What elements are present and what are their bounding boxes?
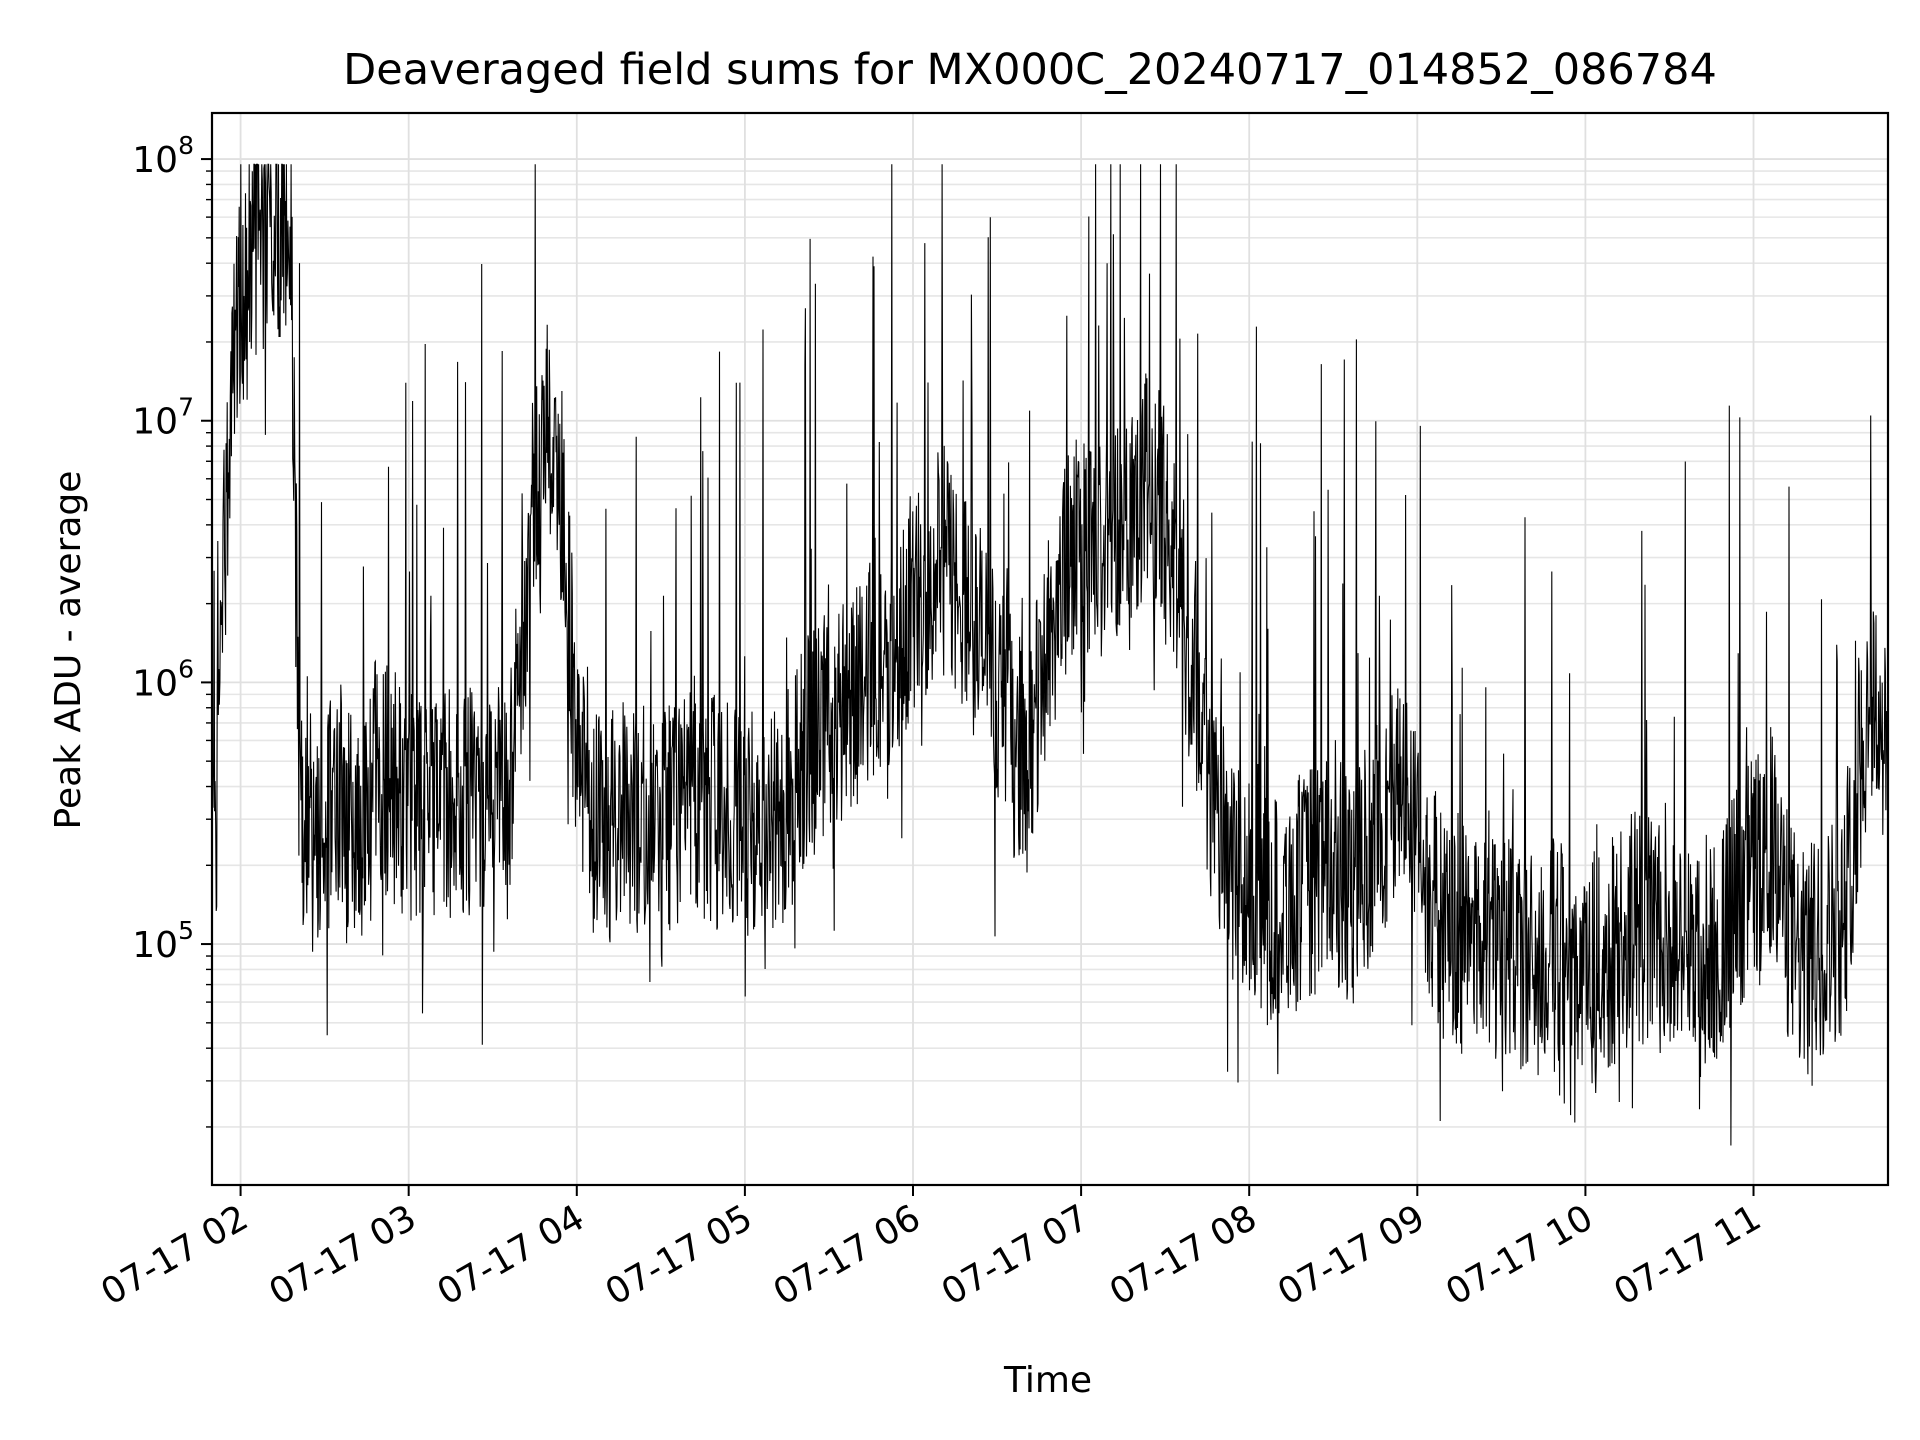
- x-tick-label: 07-17 11: [1607, 1197, 1768, 1313]
- data-series: [211, 163, 1889, 1146]
- x-tick-label: 07-17 06: [767, 1197, 928, 1313]
- y-tick-base: 10: [132, 140, 178, 181]
- x-tick-label: 07-17 10: [1439, 1197, 1600, 1313]
- x-tick-label: 07-17 05: [599, 1197, 760, 1313]
- y-tick-exponent: 6: [178, 654, 194, 683]
- x-axis-label: Time: [1003, 1360, 1092, 1401]
- y-tick-label: 107: [132, 393, 194, 443]
- x-axis: 07-17 02 07-17 03 07-17 04 07-17 05 07-17 06…: [94, 1185, 1768, 1314]
- y-tick-label: 105: [132, 916, 194, 966]
- plot-frame: [210, 111, 1890, 1187]
- y-tick-exponent: 8: [178, 131, 194, 160]
- x-tick-label: 07-17 09: [1271, 1197, 1432, 1313]
- x-tick-label: 07-17 04: [431, 1197, 592, 1313]
- y-tick-exponent: 7: [178, 393, 194, 422]
- y-tick-label: 108: [132, 131, 194, 181]
- y-tick-base: 10: [132, 663, 178, 704]
- series-line: [211, 163, 1889, 1146]
- y-axis-label: Peak ADU - average: [48, 471, 89, 830]
- y-tick-base: 10: [132, 402, 178, 443]
- y-tick-label: 106: [132, 654, 194, 704]
- x-tick-label: 07-17 07: [935, 1197, 1096, 1313]
- x-tick-label: 07-17 02: [94, 1197, 255, 1313]
- y-tick-base: 10: [132, 925, 178, 966]
- x-tick-label: 07-17 08: [1103, 1197, 1264, 1313]
- y-tick-exponent: 5: [178, 916, 194, 945]
- chart-title: Deaveraged field sums for MX000C_2024071…: [343, 45, 1717, 95]
- x-tick-label: 07-17 03: [263, 1197, 424, 1313]
